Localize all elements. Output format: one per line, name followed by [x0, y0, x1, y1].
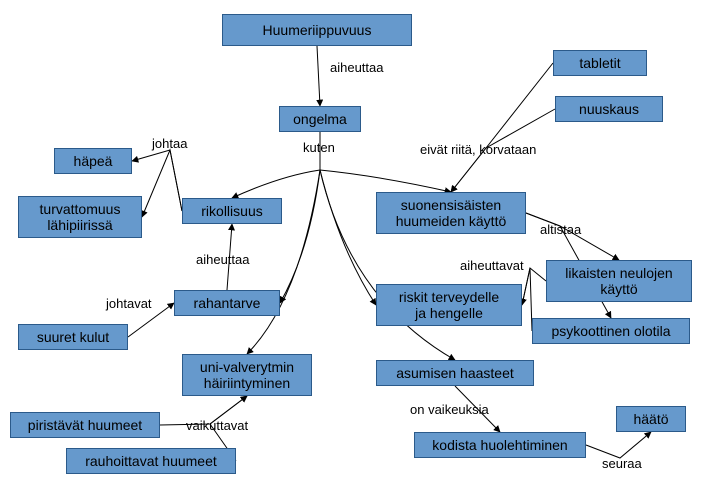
edge-label-aiheuttavat: aiheuttavat	[460, 258, 524, 273]
node-rauhoittavat: rauhoittavat huumeet	[66, 448, 236, 474]
edge	[451, 63, 553, 192]
node-piristavat: piristävät huumeet	[10, 412, 160, 438]
node-suonensisaisten: suonensisäisten huumeiden käyttö	[376, 192, 526, 234]
node-haato: häätö	[616, 406, 686, 432]
node-turvattomuus: turvattomuus lähipiirissä	[18, 196, 142, 238]
edge-label-johtaa: johtaa	[152, 136, 187, 151]
edge-label-vaikuttavat: vaikuttavat	[186, 418, 248, 433]
edge	[522, 268, 532, 331]
edge	[522, 268, 546, 305]
node-ongelma: ongelma	[279, 106, 361, 132]
node-asumisen: asumisen haasteet	[376, 360, 534, 386]
edge	[142, 150, 182, 217]
edge-label-eivat_riita: eivät riitä, korvataan	[420, 142, 536, 157]
edge	[451, 109, 555, 192]
node-kodista: kodista huolehtiminen	[414, 432, 586, 458]
node-hapea: häpeä	[54, 148, 132, 174]
edge	[232, 170, 320, 198]
edge	[227, 224, 232, 290]
edge-label-kuten: kuten	[303, 140, 335, 155]
node-psykoottinen: psykoottinen olotila	[532, 318, 690, 344]
node-tabletit: tabletit	[553, 50, 647, 76]
node-likaisten: likaisten neulojen käyttö	[546, 260, 692, 302]
edge	[526, 213, 619, 260]
edge-label-johtavat: johtavat	[106, 296, 152, 311]
edge	[128, 303, 174, 337]
edge-label-aiheuttaa1: aiheuttaa	[330, 60, 384, 75]
edge	[455, 386, 500, 432]
edge	[317, 46, 320, 106]
node-rahantarve: rahantarve	[174, 290, 280, 316]
node-nuuskaus: nuuskaus	[555, 96, 663, 122]
node-suuret_kulut: suuret kulut	[18, 324, 128, 350]
edge	[586, 432, 651, 458]
edge	[280, 170, 320, 303]
edge-label-on_vaikeuksia: on vaikeuksia	[410, 402, 489, 417]
edge-label-altistaa: altistaa	[540, 222, 581, 237]
edge	[320, 170, 376, 305]
edge-label-seuraa: seuraa	[602, 456, 642, 471]
node-riskit: riskit terveydelle ja hengelle	[376, 284, 522, 326]
concept-map: Huumeriippuvuus ongelma tabletit nuuskaus hä…	[0, 0, 707, 500]
edge-label-aiheuttaa2: aiheuttaa	[196, 252, 250, 267]
node-huumeriippuvuus: Huumeriippuvuus	[222, 14, 412, 46]
node-rikollisuus: rikollisuus	[182, 198, 282, 224]
edge	[320, 170, 451, 192]
node-uni: uni-valverytmin häiriintyminen	[182, 354, 312, 396]
edge	[160, 396, 247, 425]
